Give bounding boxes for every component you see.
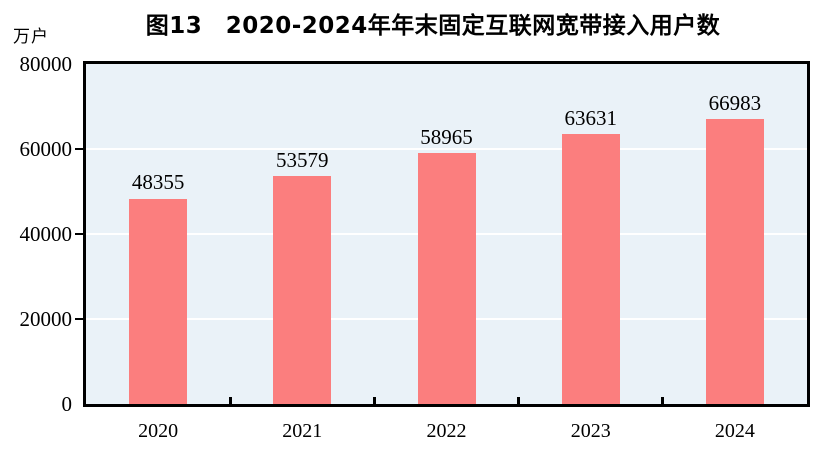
- x-axis-tick-mark: [517, 397, 521, 404]
- bar-value-label: 48355: [131, 170, 185, 195]
- bar-2021: [273, 176, 332, 404]
- y-axis-tick-mark: [75, 233, 86, 235]
- x-axis-tick-label-2021: 2021: [282, 420, 323, 442]
- x-axis-tick-mark: [228, 397, 232, 404]
- x-axis-tick-label-2020: 2020: [138, 420, 179, 442]
- bar-2023: [561, 133, 620, 404]
- bar-2020: [129, 198, 188, 404]
- bar-value-label: 53579: [276, 148, 329, 173]
- bar-value-label: 63631: [564, 105, 617, 130]
- bar-value-label: 66983: [708, 91, 762, 116]
- y-axis-tick-label: 40000: [19, 222, 73, 246]
- x-axis-tick-label-2024: 2024: [714, 420, 755, 442]
- bar-value-label: 58965: [420, 125, 473, 150]
- x-axis-tick-label-2022: 2022: [426, 420, 467, 442]
- y-axis-unit-label: 万户: [13, 27, 49, 46]
- y-axis-tick-mark: [75, 148, 86, 150]
- plot-area: 48355 53579 58965 63631 66983: [75, 61, 810, 407]
- y-axis-tick-label: 60000: [19, 137, 73, 161]
- bar-2024: [705, 119, 764, 404]
- chart-title: 图13 2020-2024年年末固定互联网宽带接入用户数: [145, 13, 721, 39]
- x-axis-tick-mark: [372, 397, 376, 404]
- y-axis-tick-label: 0: [61, 392, 73, 416]
- x-axis-tick-label-2023: 2023: [570, 420, 611, 442]
- y-axis-tick-mark: [75, 318, 86, 320]
- x-axis-tick-mark: [661, 397, 665, 404]
- y-axis-tick-label: 80000: [19, 52, 73, 76]
- bar-2022: [417, 153, 476, 404]
- gridline: [86, 148, 807, 150]
- y-axis-tick-label: 20000: [19, 307, 73, 331]
